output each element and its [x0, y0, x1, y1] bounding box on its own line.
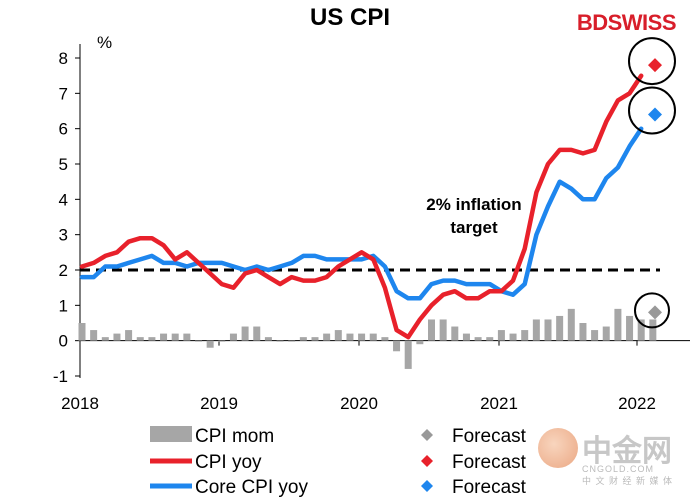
- cpi-mom-bar: [346, 333, 354, 341]
- chart-title: US CPI: [309, 4, 390, 31]
- cpi-mom-bar: [90, 330, 98, 341]
- y-axis-label: %: [97, 33, 112, 52]
- cpi-mom-bar: [160, 333, 168, 341]
- brand-logo: BDSWISS: [576, 10, 677, 35]
- cpi-mom-bar: [381, 337, 389, 341]
- y-tick-label: 6: [59, 120, 68, 139]
- cpi-mom-bar: [393, 340, 401, 352]
- cpi-mom-bar: [183, 333, 191, 341]
- cpi-mom-bar: [556, 315, 564, 341]
- cpi-mom-bar: [276, 340, 284, 342]
- cpi-mom-bar: [78, 323, 86, 341]
- annotation-text: 2% inflation: [426, 195, 521, 214]
- legend-forecast-label: Forecast: [452, 426, 527, 447]
- cpi-mom-bar: [125, 330, 133, 341]
- cpi-mom-bar: [101, 337, 109, 341]
- y-tick-label: 3: [59, 226, 68, 245]
- cpi-mom-bar: [637, 319, 645, 341]
- cpi-mom-bar: [358, 333, 366, 341]
- cpi-mom-bar: [626, 315, 634, 341]
- cpi-mom-bar: [171, 333, 179, 341]
- watermark-en: CNGOLD.COM 中 文 财 经 新 媒 体: [582, 464, 674, 486]
- legend-label: CPI mom: [195, 426, 274, 447]
- cpi-mom-bar: [253, 326, 261, 341]
- legend-forecast-marker: [421, 429, 433, 441]
- core-cpi-yoy-line: [79, 126, 644, 301]
- cpi-yoy-line: [79, 73, 644, 340]
- cpi-mom-bar: [451, 326, 459, 341]
- cpi-mom-bar: [532, 319, 540, 341]
- cpi-mom-bar: [206, 340, 214, 348]
- y-tick-label: 0: [59, 332, 68, 351]
- cpi-mom-bar: [579, 323, 587, 341]
- cpi-mom-bar: [416, 340, 424, 345]
- cpi-mom-bar: [311, 337, 319, 341]
- y-tick-label: -1: [53, 367, 68, 386]
- cpi-mom-bar: [439, 319, 447, 341]
- cpi-mom-bar: [299, 337, 307, 341]
- cpi-mom-bar: [323, 333, 331, 341]
- legend-label: CPI yoy: [195, 452, 262, 473]
- cpi-mom-bar: [334, 330, 342, 341]
- x-tick-label: 2018: [61, 394, 99, 413]
- cpi-mom-bar: [113, 333, 121, 341]
- cpi-mom-bar: [229, 333, 237, 341]
- cpi-mom-bar: [544, 319, 552, 341]
- cpi-mom-bar: [218, 340, 226, 342]
- cpi-mom-bar: [649, 319, 657, 341]
- legend-forecast-label: Forecast: [452, 452, 527, 473]
- legend-forecast-label: Forecast: [452, 477, 527, 498]
- forecast-marker: [648, 58, 662, 73]
- cpi-mom-bar: [428, 319, 435, 341]
- cpi-mom-bar: [148, 337, 156, 341]
- legend-forecast-marker: [421, 455, 433, 467]
- x-tick-label: 2019: [200, 394, 238, 413]
- annotation-text: target: [450, 218, 498, 237]
- cpi-mom-bar: [404, 340, 412, 369]
- y-tick-label: 7: [59, 84, 68, 103]
- legend-swatch-cpi-mom: [150, 426, 192, 442]
- cpi-mom-bar: [136, 337, 144, 341]
- forecast-circle: [628, 86, 676, 135]
- legend-forecast-marker: [421, 480, 433, 492]
- watermark: 中金网 CNGOLD.COM 中 文 财 经 新 媒 体: [538, 424, 688, 486]
- y-tick-label: 4: [59, 190, 68, 209]
- forecast-circle: [628, 37, 676, 86]
- cpi-mom-bar: [241, 326, 249, 341]
- cpi-mom-bar: [264, 337, 272, 341]
- y-tick-label: 2: [59, 261, 68, 280]
- legend-label: Core CPI yoy: [195, 477, 308, 498]
- y-tick-label: 8: [59, 49, 68, 68]
- cpi-mom-bar: [474, 337, 482, 341]
- x-tick-label: 2022: [618, 394, 656, 413]
- cpi-mom-bar: [521, 330, 529, 341]
- x-tick-label: 2021: [480, 394, 518, 413]
- cpi-mom-bar: [462, 333, 470, 341]
- cpi-mom-bar: [509, 333, 517, 341]
- y-tick-label: 5: [59, 155, 68, 174]
- cpi-mom-bar: [567, 308, 575, 341]
- cpi-mom-bar: [614, 308, 622, 341]
- cpi-mom-bar: [288, 340, 296, 342]
- forecast-marker: [648, 305, 662, 320]
- cpi-mom-bar: [591, 330, 599, 341]
- cpi-mom-bar: [486, 337, 494, 341]
- cpi-mom-bar: [369, 333, 377, 341]
- cpi-mom-bar: [497, 330, 505, 341]
- forecast-circle: [634, 292, 670, 329]
- cpi-mom-bar: [195, 340, 202, 342]
- cpi-mom-bar: [602, 326, 610, 341]
- y-tick-label: 1: [59, 296, 68, 315]
- x-tick-label: 2020: [340, 394, 378, 413]
- watermark-logo-icon: [538, 428, 578, 468]
- forecast-marker: [648, 107, 662, 122]
- watermark-cn: 中金网: [582, 435, 672, 468]
